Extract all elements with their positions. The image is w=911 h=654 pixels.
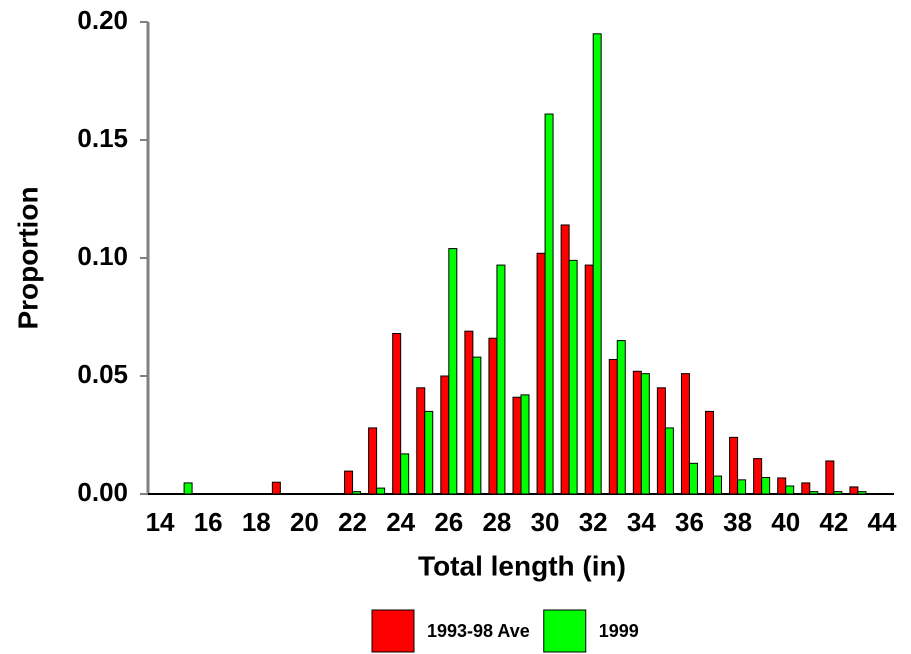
bar xyxy=(496,264,506,495)
y-tick-label: 0.00 xyxy=(77,477,128,507)
bar xyxy=(713,475,723,495)
bar xyxy=(400,453,410,495)
bar xyxy=(664,427,674,495)
x-axis-label: Total length (in) xyxy=(418,550,626,581)
y-tick-label: 0.10 xyxy=(77,241,128,271)
bar xyxy=(584,264,594,495)
bar xyxy=(729,436,739,495)
bar xyxy=(809,491,819,495)
bar xyxy=(680,373,690,495)
bar xyxy=(464,330,474,495)
bar xyxy=(488,337,498,495)
bar xyxy=(737,479,747,495)
y-axis-label: Proportion xyxy=(12,186,43,329)
legend-swatch xyxy=(371,609,415,653)
bar xyxy=(544,113,554,495)
y-tick-label: 0.15 xyxy=(77,123,128,153)
bar xyxy=(801,482,811,495)
bar xyxy=(688,462,698,495)
y-tick-label: 0.05 xyxy=(77,359,128,389)
bar xyxy=(416,387,426,495)
x-tick-label: 38 xyxy=(723,507,752,537)
x-tick-label: 24 xyxy=(386,507,415,537)
x-tick-label: 16 xyxy=(194,507,223,537)
legend-label: 1993-98 Ave xyxy=(427,621,530,641)
bar xyxy=(520,394,530,495)
bar xyxy=(640,373,650,495)
y-tick-label: 0.20 xyxy=(77,5,128,35)
bar xyxy=(376,487,386,495)
bar xyxy=(271,481,281,495)
bar xyxy=(632,370,642,495)
x-tick-label: 30 xyxy=(531,507,560,537)
bar xyxy=(656,387,666,495)
x-tick-label: 20 xyxy=(290,507,319,537)
bar xyxy=(761,476,771,495)
bar xyxy=(753,458,763,495)
x-tick-label: 42 xyxy=(819,507,848,537)
bar xyxy=(352,491,362,495)
bar xyxy=(440,375,450,495)
bar xyxy=(368,427,378,495)
x-tick-label: 22 xyxy=(338,507,367,537)
bar xyxy=(849,486,859,495)
bar xyxy=(616,340,626,495)
bar xyxy=(592,33,602,495)
bar xyxy=(857,491,867,495)
x-tick-label: 40 xyxy=(771,507,800,537)
bar xyxy=(344,470,354,495)
bar xyxy=(560,224,570,495)
bar xyxy=(833,491,843,495)
x-tick-label: 32 xyxy=(579,507,608,537)
legend-label: 1999 xyxy=(599,621,639,641)
bar xyxy=(424,410,434,495)
x-tick-label: 36 xyxy=(675,507,704,537)
x-tick-label: 28 xyxy=(482,507,511,537)
x-tick-label: 18 xyxy=(242,507,271,537)
bar xyxy=(512,396,522,495)
bar xyxy=(777,477,787,495)
bar xyxy=(392,333,402,495)
bar xyxy=(705,410,715,495)
bar xyxy=(568,259,578,495)
legend-swatch xyxy=(543,609,587,653)
x-tick-label: 34 xyxy=(627,507,656,537)
bar xyxy=(608,358,618,495)
bar xyxy=(448,248,458,495)
bar xyxy=(825,460,835,495)
x-tick-label: 14 xyxy=(146,507,175,537)
bar xyxy=(472,356,482,495)
x-tick-label: 26 xyxy=(434,507,463,537)
bar xyxy=(183,482,193,495)
bar xyxy=(785,485,795,495)
x-tick-label: 44 xyxy=(868,507,897,537)
bar xyxy=(536,252,546,495)
